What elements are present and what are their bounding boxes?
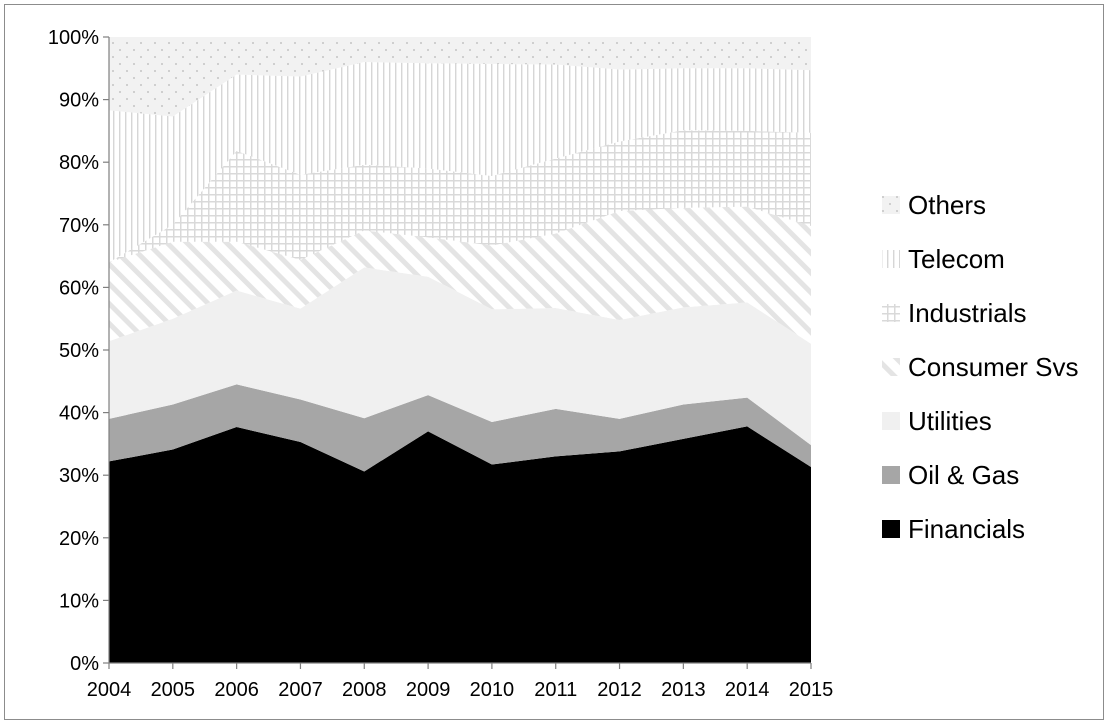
x-tick-label: 2005 xyxy=(151,679,196,701)
y-tick-label: 50% xyxy=(59,340,99,362)
y-tick-label: 0% xyxy=(70,653,99,675)
y-tick-label: 80% xyxy=(59,152,99,174)
x-tick-label: 2015 xyxy=(789,679,834,701)
legend-label: Financials xyxy=(908,514,1025,544)
legend: Others Telecom Industrials Consumer Svs Util… xyxy=(882,190,1079,544)
areas-layer xyxy=(109,37,811,663)
legend-swatch xyxy=(882,520,900,538)
legend-swatch xyxy=(882,196,900,214)
chart-frame: 0% 10% 20% 30% 40% 50% 60% 70% 80% 90% 100% 2004 200… xyxy=(4,4,1104,720)
y-tick-label: 10% xyxy=(59,590,99,612)
area-telecom xyxy=(109,62,811,263)
legend-item-others: Others xyxy=(882,190,986,220)
axes-layer: 0% 10% 20% 30% 40% 50% 60% 70% 80% 90% 100% 2004 200… xyxy=(48,27,833,701)
legend-item-financials: Financials xyxy=(882,514,1025,544)
x-tick-label: 2011 xyxy=(534,679,577,701)
y-tick-label: 30% xyxy=(59,465,99,487)
y-tick-label: 100% xyxy=(48,27,99,49)
area-others xyxy=(109,37,811,117)
legend-item-oil-gas: Oil & Gas xyxy=(882,460,1019,490)
legend-label: Oil & Gas xyxy=(908,460,1019,490)
legend-item-consumer-svs: Consumer Svs xyxy=(882,352,1079,382)
x-tick-label: 2004 xyxy=(87,679,132,701)
y-tick-label: 40% xyxy=(59,403,99,425)
area-oil-gas xyxy=(109,384,811,472)
x-tick-label: 2014 xyxy=(725,679,770,701)
y-tick-label: 20% xyxy=(59,528,99,550)
area-industrials xyxy=(109,130,811,263)
y-tick-label: 60% xyxy=(59,277,99,299)
area-utilities xyxy=(109,267,811,446)
legend-label: Industrials xyxy=(908,298,1027,328)
legend-label: Utilities xyxy=(908,406,992,436)
x-tick-label: 2006 xyxy=(214,679,259,701)
legend-swatch xyxy=(882,466,900,484)
x-tick-label: 2013 xyxy=(661,679,706,701)
legend-item-industrials: Industrials xyxy=(882,298,1027,328)
legend-item-telecom: Telecom xyxy=(882,244,1005,274)
legend-label: Others xyxy=(908,190,986,220)
x-tick-label: 2008 xyxy=(342,679,387,701)
legend-label: Telecom xyxy=(908,244,1005,274)
y-tick-label: 70% xyxy=(59,215,99,237)
legend-swatch xyxy=(882,358,900,376)
x-tick-label: 2012 xyxy=(597,679,642,701)
stacked-area-chart: 0% 10% 20% 30% 40% 50% 60% 70% 80% 90% 100% 2004 200… xyxy=(48,27,1079,701)
legend-label: Consumer Svs xyxy=(908,352,1079,382)
legend-swatch xyxy=(882,412,900,430)
legend-item-utilities: Utilities xyxy=(882,406,992,436)
y-tick-label: 90% xyxy=(59,90,99,112)
x-tick-label: 2010 xyxy=(470,679,515,701)
area-consumer-svs xyxy=(109,206,811,344)
area-financials xyxy=(109,426,811,663)
legend-swatch xyxy=(882,250,900,268)
x-tick-label: 2007 xyxy=(278,679,323,701)
x-tick-label: 2009 xyxy=(406,679,451,701)
legend-swatch xyxy=(882,304,900,322)
